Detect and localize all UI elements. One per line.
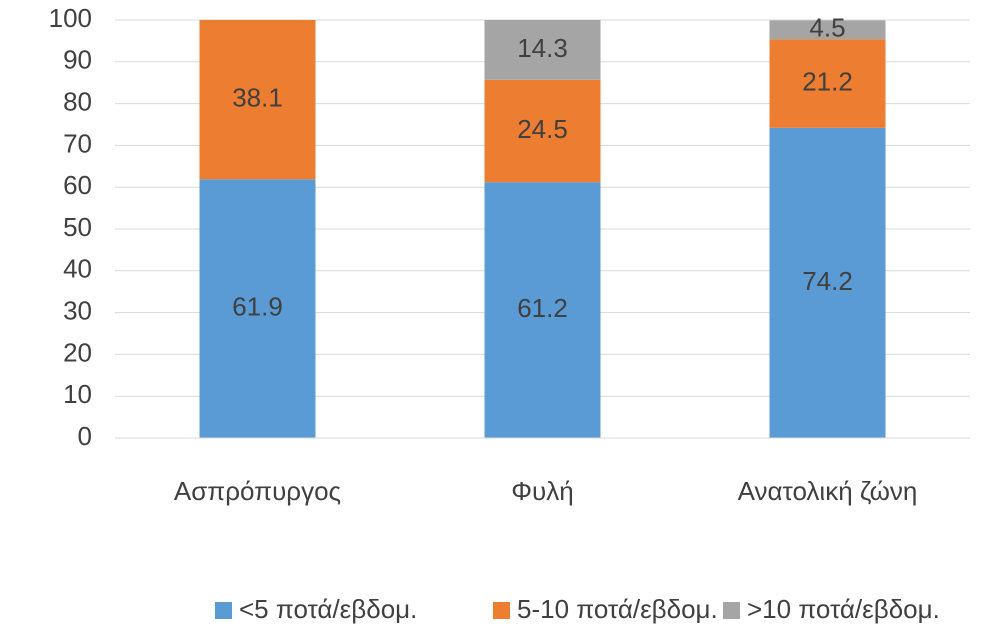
y-tick-label: 80	[63, 86, 92, 116]
bar-segment	[199, 179, 316, 438]
bar-segment	[484, 79, 601, 183]
bar-segment	[484, 182, 601, 438]
data-label: 61.9	[232, 292, 283, 322]
legend-label: <5 ποτά/εβδομ.	[239, 594, 417, 624]
legend-swatch	[493, 602, 510, 619]
bar-segment	[769, 20, 886, 40]
y-tick-label: 30	[63, 295, 92, 325]
legend-label: >10 ποτά/εβδομ.	[747, 594, 940, 624]
data-label: 21.2	[802, 66, 853, 96]
y-tick-label: 100	[49, 3, 92, 33]
legend-swatch	[215, 602, 232, 619]
data-label: 24.5	[517, 114, 568, 144]
data-label: 14.3	[517, 33, 568, 63]
x-tick-label: Ανατολική ζώνη	[738, 476, 918, 506]
bar-segment	[769, 39, 886, 128]
bar-segment	[769, 127, 886, 439]
y-tick-label: 10	[63, 379, 92, 409]
y-tick-label: 40	[63, 254, 92, 284]
data-label: 4.5	[809, 13, 845, 43]
bar-segment	[199, 20, 316, 180]
y-tick-label: 90	[63, 45, 92, 75]
data-label: 38.1	[232, 83, 283, 113]
y-tick-label: 0	[78, 421, 92, 451]
y-tick-label: 70	[63, 128, 92, 158]
x-tick-label: Φυλή	[511, 476, 573, 506]
y-tick-label: 20	[63, 337, 92, 367]
data-label: 74.2	[802, 266, 853, 296]
y-tick-label: 60	[63, 170, 92, 200]
legend-swatch	[723, 602, 740, 619]
bar-segment	[484, 20, 601, 80]
legend-label: 5-10 ποτά/εβδομ.	[517, 594, 718, 624]
y-tick-label: 50	[63, 212, 92, 242]
data-label: 61.2	[517, 293, 568, 323]
x-tick-label: Ασπρόπυργος	[174, 476, 341, 506]
